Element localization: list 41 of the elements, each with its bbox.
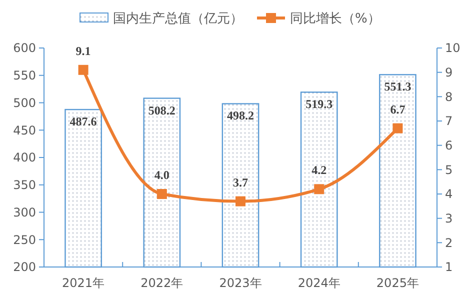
y-tick-label: 250 [13,232,36,247]
point [156,189,167,199]
data-label: 3.7 [233,175,248,190]
y2-tick-label: 7 [445,114,453,128]
data-label: 551.3 [384,80,412,94]
y-tick-label: 300 [13,205,36,220]
data-label: 519.3 [306,97,333,112]
y2-tick-label: 5 [445,162,453,177]
y-tick-label: 500 [13,96,36,110]
y2-tick-label: 6 [445,138,453,153]
point [236,196,246,206]
data-label: 9.1 [76,44,91,58]
y2-tick-label: 8 [445,90,453,104]
data-label: 508.2 [148,103,176,118]
data-label: 498.2 [227,108,254,123]
y-tick-label: 200 [13,260,36,274]
y-tick-label: 450 [13,123,36,138]
y2-tick-label: 9 [445,66,453,80]
y2-tick-label: 3 [445,212,453,226]
y2-tick-label: 10 [445,41,460,56]
y2-tick-label: 1 [445,260,453,274]
y-tick-label: 550 [13,68,36,83]
x-tick-label: 2021年 [62,276,105,290]
legend-label: 国内生产总值（亿元） [113,12,243,27]
data-label: 487.6 [70,114,97,129]
y-tick-label: 350 [13,178,36,192]
x-tick-label: 2025年 [376,276,419,290]
data-label: 4.2 [312,163,327,178]
x-tick-label: 2022年 [140,276,184,290]
point [78,64,88,75]
x-tick-label: 2023年 [219,276,262,290]
y-tick-label: 400 [13,150,36,165]
y2-tick-label: 2 [445,236,453,250]
y2-tick-label: 4 [445,187,453,202]
point [392,123,403,134]
y-tick-label: 600 [13,41,36,56]
x-tick-label: 2024年 [298,276,340,290]
legend-label: 同比增长（%） [290,12,380,27]
data-label: 6.7 [390,102,406,116]
point [314,184,324,194]
data-label: 4.0 [154,168,170,182]
